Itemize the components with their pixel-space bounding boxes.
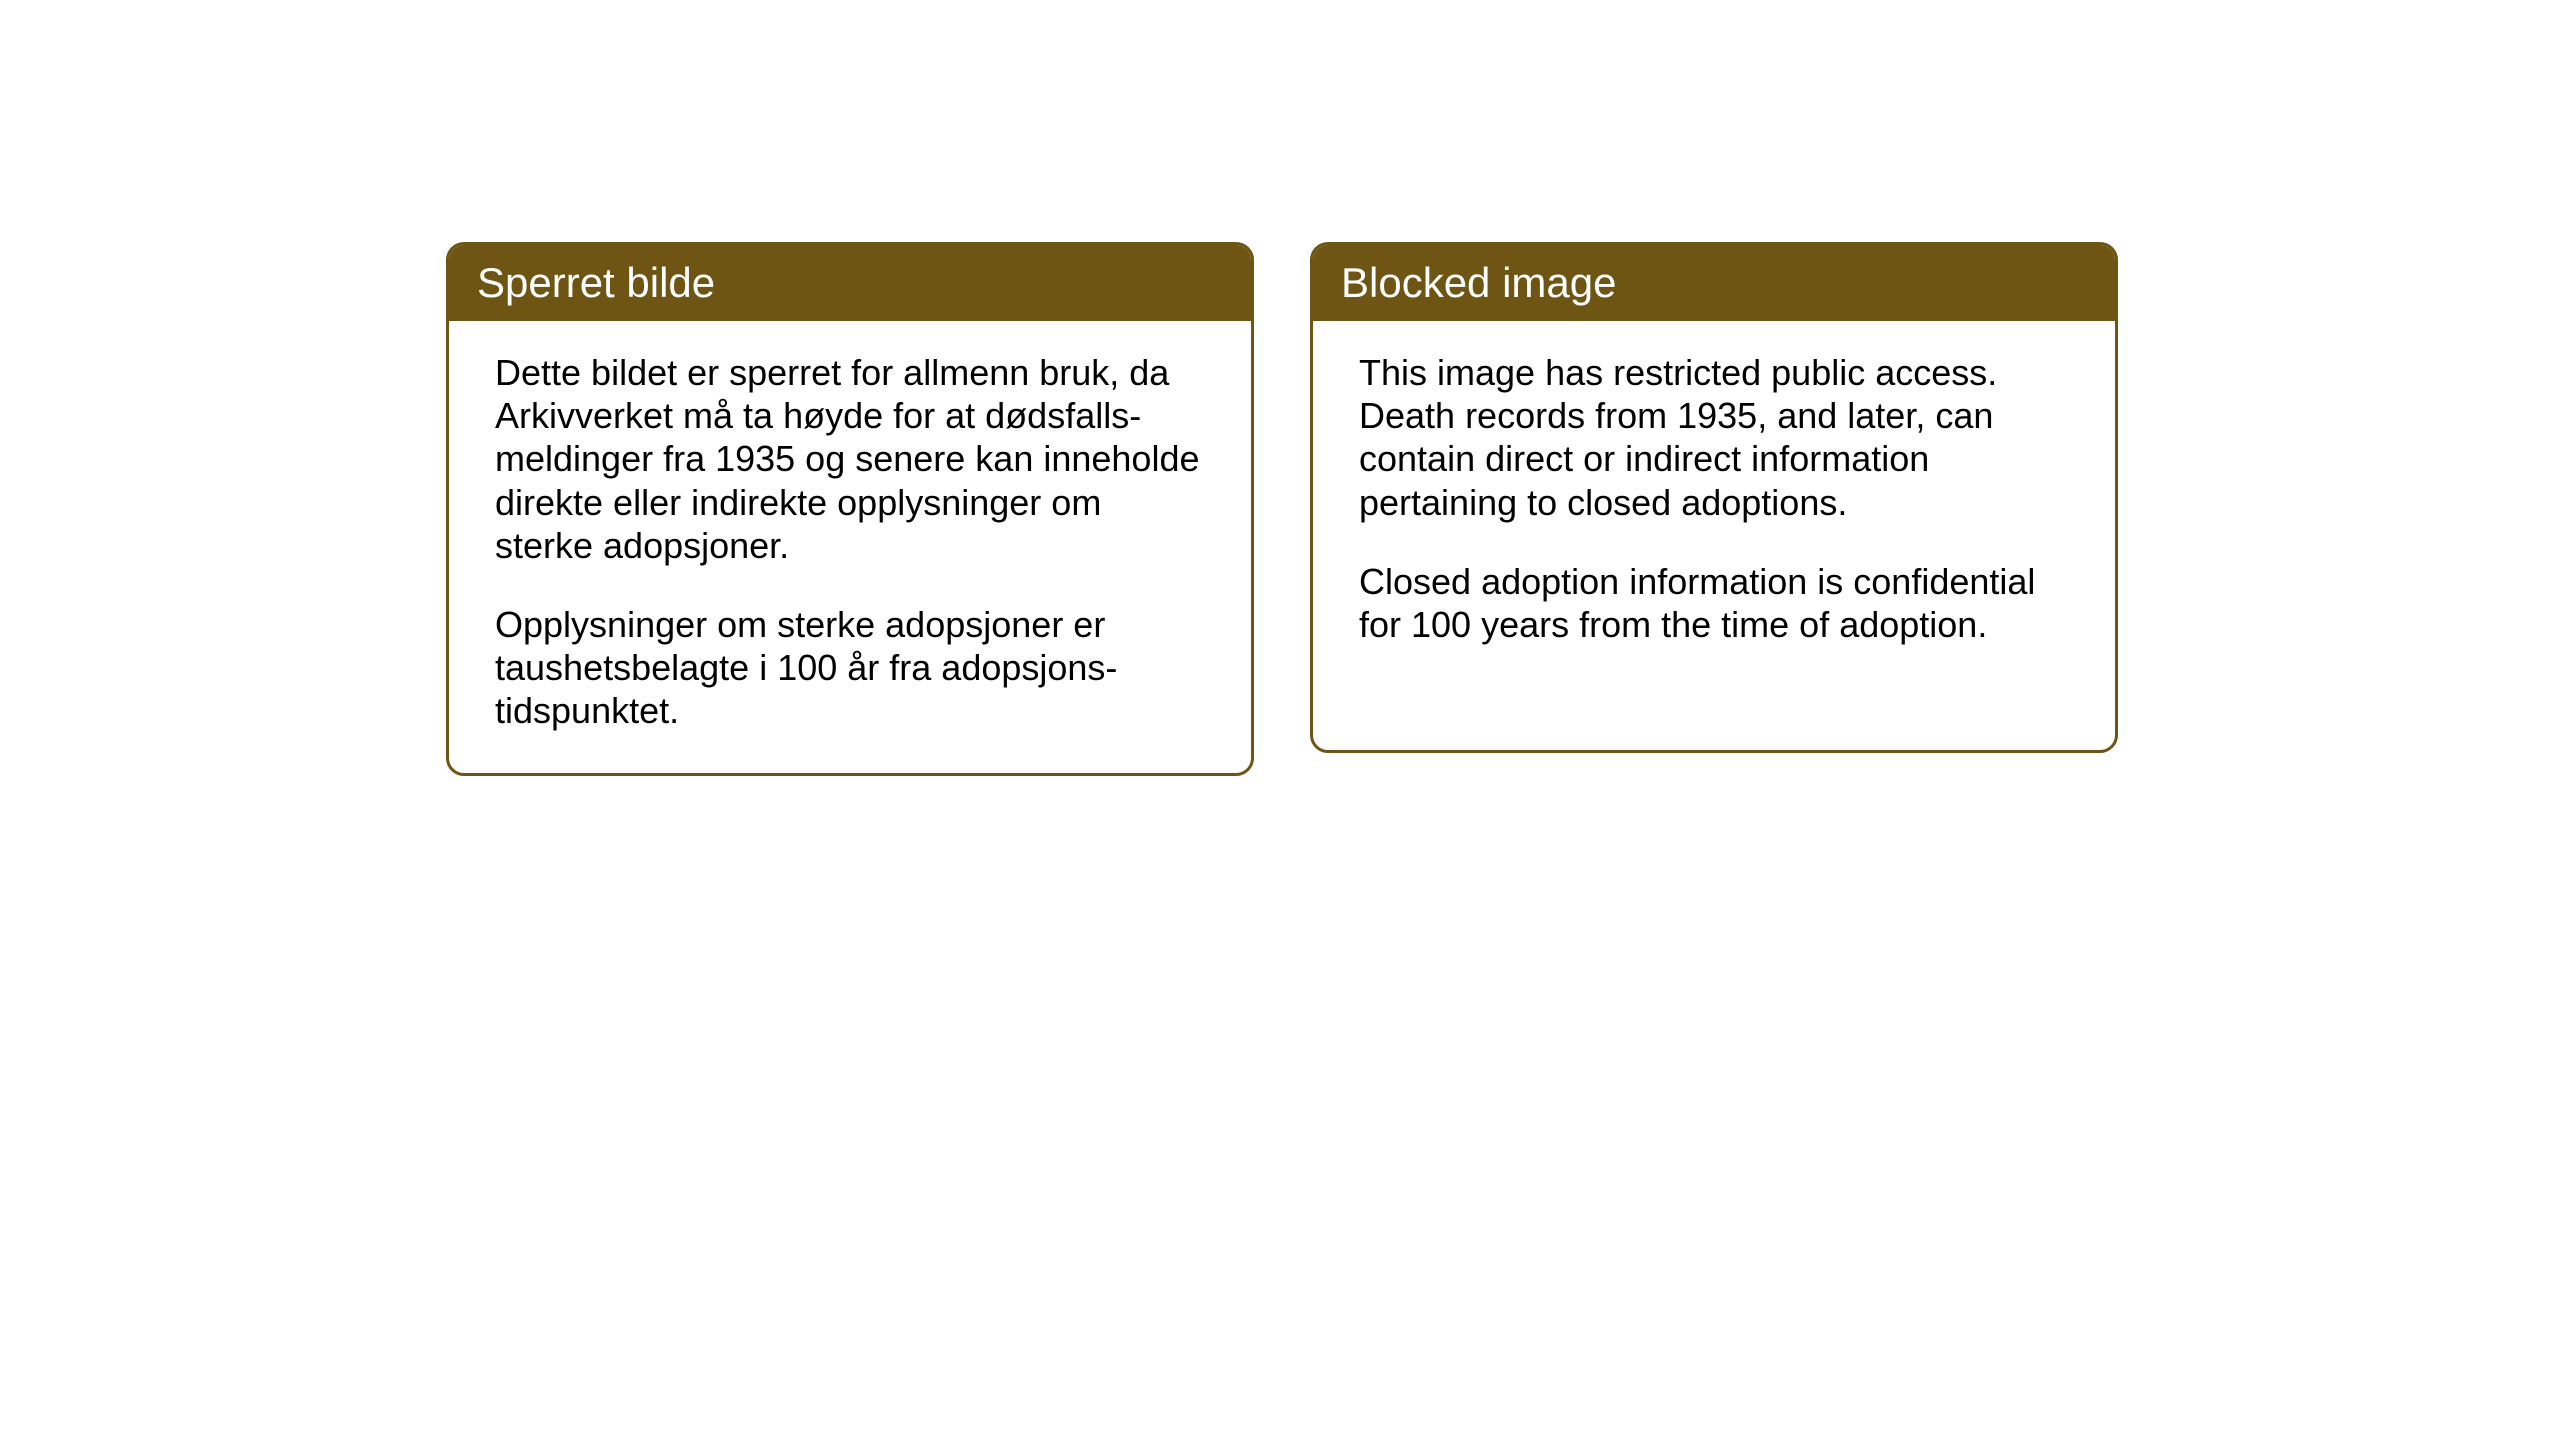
notice-card-norwegian-title: Sperret bilde [449, 245, 1251, 321]
notice-card-english-body: This image has restricted public access.… [1313, 321, 2115, 686]
notice-card-norwegian-paragraph-2: Opplysninger om sterke adopsjoner er tau… [495, 603, 1205, 733]
notice-card-english-title: Blocked image [1313, 245, 2115, 321]
notice-card-norwegian-paragraph-1: Dette bildet er sperret for allmenn bruk… [495, 351, 1205, 567]
notice-card-norwegian-body: Dette bildet er sperret for allmenn bruk… [449, 321, 1251, 773]
notice-card-english: Blocked image This image has restricted … [1310, 242, 2118, 753]
notice-card-english-paragraph-2: Closed adoption information is confident… [1359, 560, 2069, 646]
notice-card-english-paragraph-1: This image has restricted public access.… [1359, 351, 2069, 524]
notice-container: Sperret bilde Dette bildet er sperret fo… [446, 242, 2118, 776]
notice-card-norwegian: Sperret bilde Dette bildet er sperret fo… [446, 242, 1254, 776]
